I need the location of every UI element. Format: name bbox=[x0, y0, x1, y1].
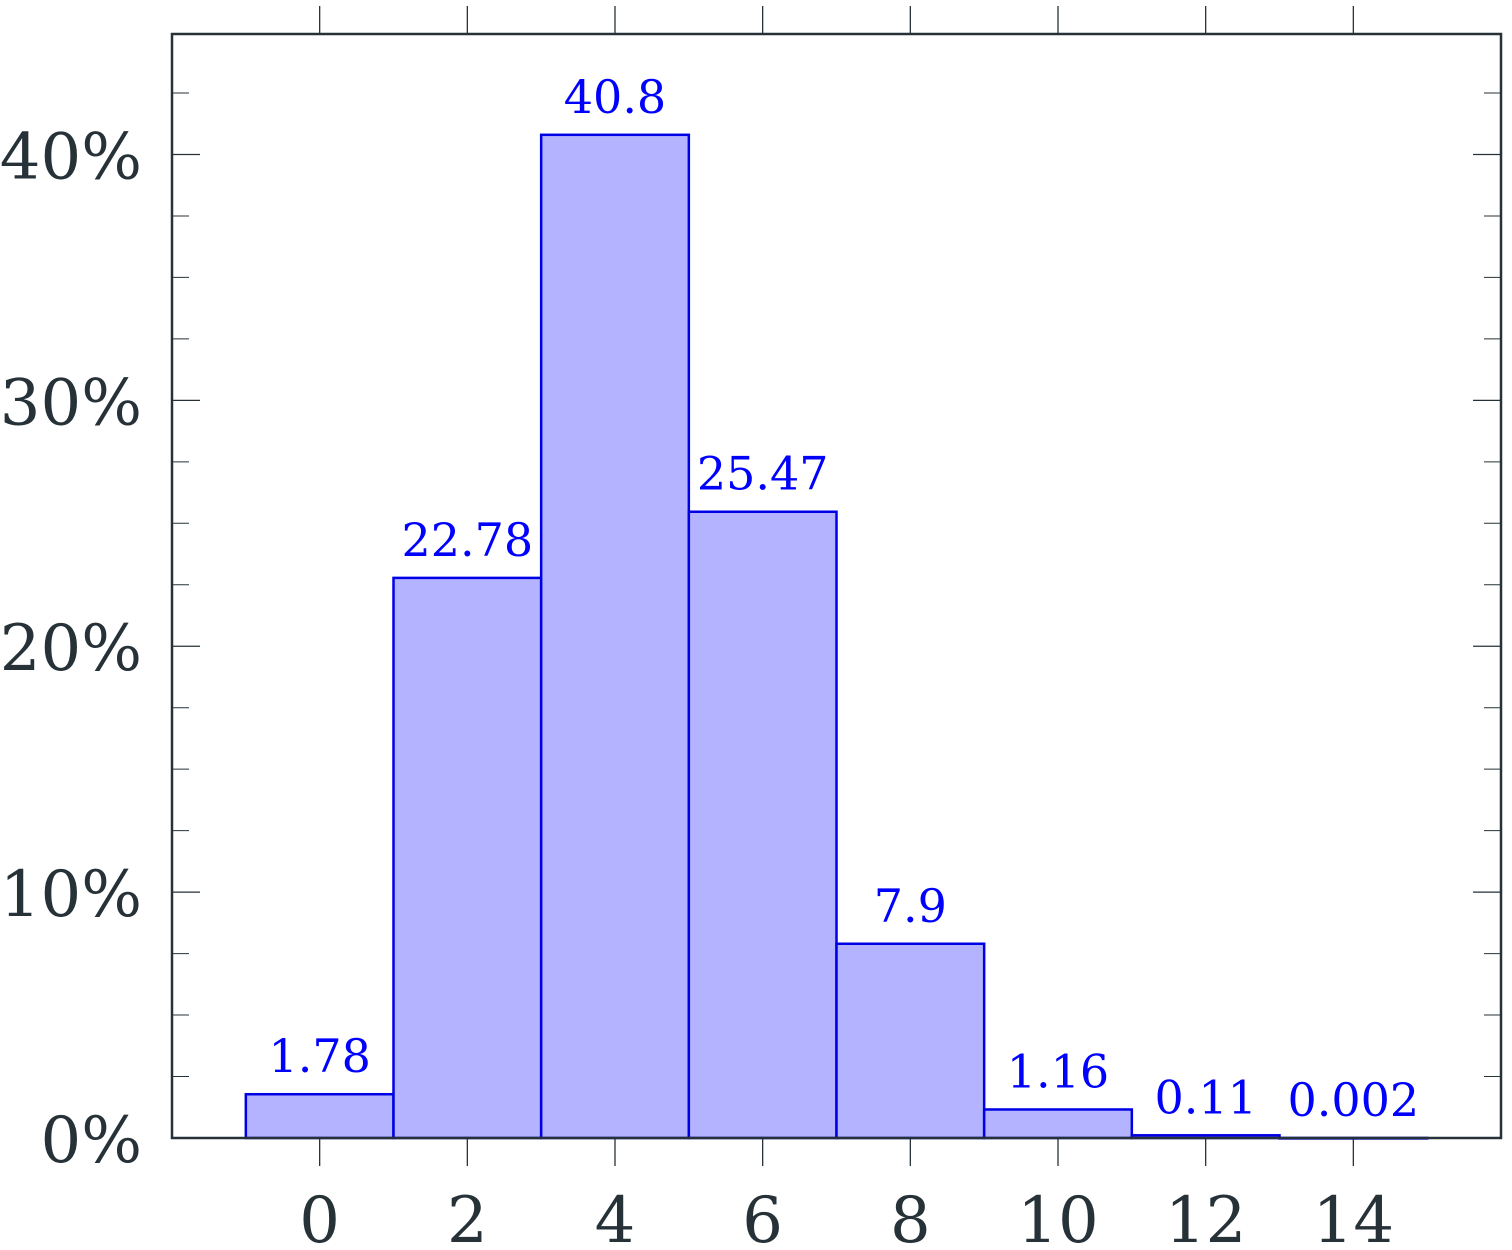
bar-value-label: 0.002 bbox=[1287, 1073, 1419, 1127]
bar bbox=[392, 576, 543, 1140]
y-tick-label: 20% bbox=[0, 612, 142, 686]
plot-frame bbox=[170, 32, 1503, 1140]
x-tick-label: 2 bbox=[447, 1184, 488, 1250]
bar-value-label: 40.8 bbox=[564, 70, 666, 124]
bar bbox=[244, 1092, 395, 1140]
data-labels: 1.78 22.78 40.8 25.47 7.9 1.16 0.11 0.002 bbox=[268, 70, 1419, 1127]
bar-value-label: 22.78 bbox=[401, 513, 533, 567]
tick-labels: 0 2 4 6 8 10 12 14 0% 10% 20% 30% 40% bbox=[0, 120, 1394, 1250]
bar-value-label: 0.11 bbox=[1154, 1070, 1256, 1124]
x-tick-label: 12 bbox=[1165, 1184, 1246, 1250]
y-tick-label: 30% bbox=[0, 366, 142, 440]
x-tick-label: 4 bbox=[595, 1184, 636, 1250]
axis-ticks bbox=[172, 6, 1501, 1166]
bar-value-label: 1.16 bbox=[1007, 1044, 1109, 1098]
x-tick-label: 6 bbox=[742, 1184, 783, 1250]
bar-value-label: 25.47 bbox=[697, 447, 829, 501]
y-tick-label: 10% bbox=[0, 858, 142, 932]
x-tick-label: 14 bbox=[1313, 1184, 1394, 1250]
bar bbox=[982, 1108, 1134, 1140]
bars bbox=[244, 133, 1429, 1140]
x-tick-label: 10 bbox=[1017, 1184, 1098, 1250]
bar bbox=[835, 942, 986, 1140]
x-tick-label: 8 bbox=[890, 1184, 931, 1250]
bar bbox=[539, 133, 691, 1140]
y-tick-label: 0% bbox=[40, 1104, 142, 1178]
bar-value-label: 1.78 bbox=[268, 1029, 370, 1083]
x-tick-label: 0 bbox=[299, 1184, 340, 1250]
y-tick-label: 40% bbox=[0, 120, 142, 194]
bar-value-label: 7.9 bbox=[874, 879, 947, 933]
bar bbox=[687, 510, 838, 1140]
